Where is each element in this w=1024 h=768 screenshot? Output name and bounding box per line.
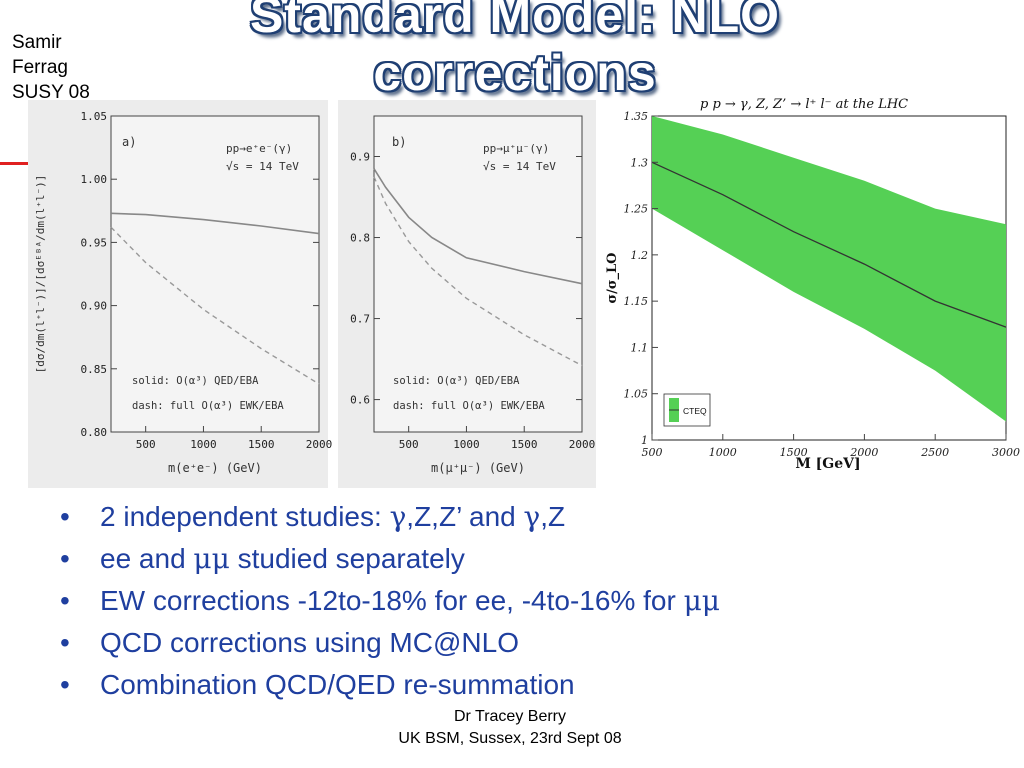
- bullet-text: EW corrections -12to-18% for ee, -4to-16…: [100, 585, 684, 616]
- slide-title-line-1: Standard Model: NLO: [249, 0, 781, 43]
- y-tick-label: 0.80: [81, 426, 108, 439]
- conference-name: SUSY 08: [12, 82, 90, 103]
- x-tick-label: 1000: [709, 446, 737, 459]
- x-tick-label: 1000: [453, 438, 480, 451]
- panel-c-xlabel: M [GeV]: [795, 456, 860, 472]
- y-tick-label: 1.05: [624, 388, 649, 401]
- footer-event: UK BSM, Sussex, 23rd Sept 08: [398, 730, 622, 747]
- x-tick-label: 2000: [849, 446, 878, 459]
- panel-a-xlabel: m(e⁺e⁻) (GeV): [168, 461, 262, 475]
- x-tick-label: 500: [642, 446, 663, 459]
- panel-c-ylabel: σ/σ_LO: [605, 253, 620, 304]
- x-tick-label: 1000: [190, 438, 217, 451]
- bullet-item: • QCD corrections using MC@NLO: [60, 622, 720, 664]
- bullet-dot: •: [60, 627, 70, 658]
- slide-title-line-2: corrections: [373, 45, 657, 101]
- author-label: Samir Ferrag SUSY 08: [12, 30, 90, 105]
- x-tick-label: 1500: [780, 446, 808, 459]
- bullet-text: ,Z,Z’ and: [406, 501, 524, 532]
- x-tick-label: 3000: [992, 446, 1020, 459]
- panel-c: 500 1000 1500 2000 2500 3000 1 1.05 1.1 1.15 1.2 1.…: [605, 97, 1020, 472]
- panel-b-dashed-line: [373, 176, 583, 367]
- x-tick-label: 1500: [248, 438, 275, 451]
- y-tick-label: 1: [641, 434, 648, 447]
- bullet-greek: μμ: [193, 542, 230, 575]
- bullet-item: • 2 independent studies: γ,Z,Z’ and γ,Z: [60, 496, 720, 538]
- y-tick-label: 0.90: [81, 300, 108, 313]
- red-accent-line: [0, 162, 34, 165]
- y-tick-label: 0.85: [81, 363, 108, 376]
- panel-c-legend-label: CTEQ: [683, 406, 707, 416]
- y-tick-label: 1.2: [631, 249, 649, 262]
- bullet-dot: •: [60, 501, 70, 532]
- y-tick-label: 1.25: [624, 203, 649, 216]
- panel-b-xlabel: m(μ⁺μ⁻) (GeV): [431, 461, 525, 475]
- panel-a-label: a): [122, 135, 136, 149]
- panel-b-frame: [373, 115, 583, 433]
- y-tick-label: 0.6: [350, 394, 370, 407]
- panel-a-frame: [110, 115, 320, 433]
- bullet-list: • 2 independent studies: γ,Z,Z’ and γ,Z •…: [60, 496, 720, 706]
- bullet-item: • Combination QCD/QED re-summation: [60, 664, 720, 706]
- y-tick-label: 1.35: [624, 110, 649, 123]
- x-tick-label: 500: [399, 438, 419, 451]
- panel-c-uncertainty-band: [652, 116, 1006, 422]
- y-tick-label: 0.9: [350, 151, 370, 164]
- y-tick-label: 0.95: [81, 236, 108, 249]
- panel-a-process: pp→e⁺e⁻(γ): [226, 142, 292, 155]
- panel-a: 500 1000 1500 20000.800.850.900.951.001.05 …: [34, 110, 332, 475]
- footer: Dr Tracey Berry UK BSM, Sussex, 23rd Sep…: [360, 706, 660, 750]
- bullet-text: ee and: [100, 543, 194, 574]
- panel-b: 500 1000 1500 2000 0.6 0.7 0.8 0.9 b) pp→μ⁺μ⁻(γ…: [350, 115, 596, 475]
- x-tick-label: 2500: [920, 446, 949, 459]
- x-tick-label: 500: [136, 438, 156, 451]
- footer-author: Dr Tracey Berry: [453, 708, 566, 725]
- panel-c-central-line: [651, 161, 1007, 328]
- y-tick-label: 0.7: [350, 313, 370, 326]
- author-last-name: Ferrag: [12, 57, 68, 78]
- bullet-text: ,Z: [540, 501, 566, 532]
- bullet-dot: •: [60, 585, 70, 616]
- bullet-item: • ee and μμ studied separately: [60, 538, 720, 580]
- y-tick-label: 0.8: [350, 232, 370, 245]
- panel-a-ylabel: [dσ/dm(l⁺l⁻)]/[dσᴱᴮᴬ/dm(l⁺l⁻)]: [34, 175, 47, 374]
- panel-a-dashed-line: [110, 226, 320, 385]
- x-tick-label: 2000: [306, 438, 333, 451]
- bullet-text: studied separately: [229, 543, 465, 574]
- y-tick-label: 1.05: [81, 110, 108, 123]
- x-tick-label: 1500: [511, 438, 538, 451]
- y-tick-label: 1.00: [81, 173, 108, 186]
- y-tick-label: 1.3: [631, 156, 649, 169]
- bullet-greek: γ: [523, 500, 541, 533]
- panel-c-title: p p → γ, Z, Z’ → l⁺ l⁻ at the LHC: [700, 97, 908, 112]
- bullet-text: QCD corrections using MC@NLO: [100, 627, 519, 658]
- bullet-dot: •: [60, 543, 70, 574]
- panel-a-legend-dash: dash: full O(α³) EWK/EBA: [132, 400, 284, 412]
- panel-b-solid-line: [373, 168, 583, 285]
- bullet-item: • EW corrections -12to-18% for ee, -4to-1…: [60, 580, 720, 622]
- slide-title: Standard Model: NLO corrections: [150, 0, 880, 102]
- panel-b-legend-dash: dash: full O(α³) EWK/EBA: [393, 400, 545, 412]
- panel-a-solid-line: [110, 212, 320, 235]
- bullet-greek: μμ: [683, 584, 720, 617]
- panel-b-process: pp→μ⁺μ⁻(γ): [483, 142, 549, 155]
- panel-b-energy: √s = 14 TeV: [483, 160, 556, 173]
- bullet-greek: γ: [389, 500, 407, 533]
- bullet-dot: •: [60, 669, 70, 700]
- panel-a-energy: √s = 14 TeV: [226, 160, 299, 173]
- panel-b-label: b): [392, 135, 406, 149]
- bullet-text: 2 independent studies:: [100, 501, 390, 532]
- x-tick-label: 2000: [569, 438, 596, 451]
- author-first-name: Samir: [12, 32, 62, 53]
- panel-a-legend-solid: solid: O(α³) QED/EBA: [132, 375, 259, 387]
- y-tick-label: 1.15: [624, 295, 649, 308]
- panel-b-legend-solid: solid: O(α³) QED/EBA: [393, 375, 520, 387]
- bullet-text: Combination QCD/QED re-summation: [100, 669, 575, 700]
- y-tick-label: 1.1: [631, 341, 649, 354]
